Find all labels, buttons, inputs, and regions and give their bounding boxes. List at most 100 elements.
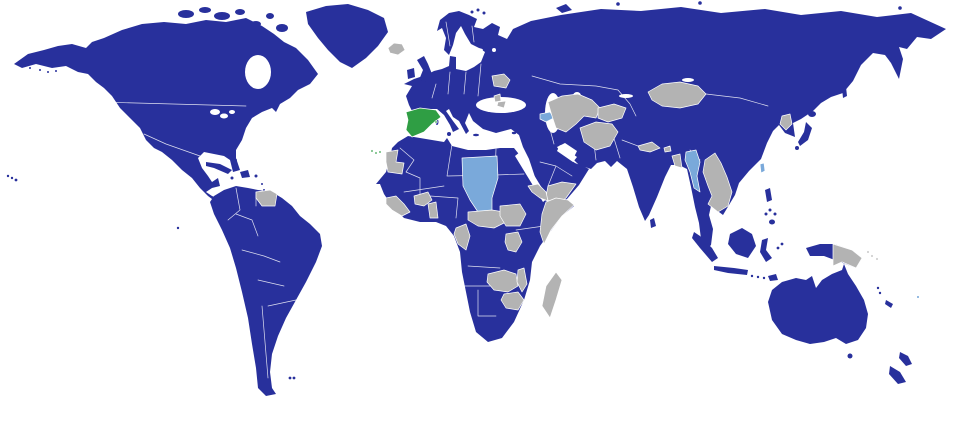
region-solomon-islands — [866, 250, 879, 261]
sumatra — [692, 232, 718, 262]
falklands — [292, 376, 296, 380]
lesser-sunda — [762, 276, 766, 280]
region-iceland — [387, 42, 406, 56]
region-kyrgyzstan-tajikistan — [597, 103, 627, 123]
svalbard — [470, 10, 474, 14]
hawaii — [6, 174, 10, 178]
region-indonesia — [692, 228, 784, 281]
wrangel-island — [898, 6, 902, 10]
region-zambia — [486, 269, 519, 293]
region-canary-islands — [378, 150, 382, 154]
cyprus — [511, 131, 517, 135]
region-tasmania — [847, 353, 853, 359]
region-myanmar — [684, 149, 701, 193]
region-laos-vietnam-cambodia — [702, 152, 733, 213]
vanuatu — [876, 286, 880, 290]
hudson-bay — [245, 55, 271, 89]
solomon-island — [866, 250, 870, 254]
region-azerbaijan — [539, 111, 555, 123]
sicily — [447, 132, 451, 136]
vanuatu — [878, 291, 882, 295]
region-canary-islands — [370, 149, 374, 153]
svalbard — [482, 11, 486, 15]
jamaica — [230, 176, 234, 180]
region-japan — [795, 111, 816, 150]
solomon-island — [870, 254, 874, 258]
region-bangladesh — [671, 153, 683, 169]
hainan — [736, 176, 740, 180]
region-guinea-sierra-leone-liberia — [385, 195, 411, 217]
lesser-sunda — [756, 275, 760, 279]
baffin-island — [276, 24, 288, 32]
arctic-island — [266, 13, 274, 19]
arctic-island — [251, 21, 261, 27]
region-pacific-islands — [6, 67, 893, 380]
aleutian — [29, 67, 31, 69]
baltic-sea — [459, 47, 469, 69]
great-lakes — [220, 113, 228, 119]
borneo — [728, 228, 756, 258]
new-caledonia — [885, 300, 893, 308]
bahamas — [235, 159, 237, 161]
bahamas — [231, 155, 233, 157]
region-north-korea — [779, 113, 793, 131]
region-zimbabwe — [500, 291, 525, 311]
region-australia — [768, 264, 868, 344]
region-papua-new-guinea — [832, 243, 863, 269]
great-lakes — [210, 109, 220, 115]
ireland — [407, 68, 415, 79]
region-somalia — [539, 197, 575, 245]
arctic-island — [214, 12, 230, 20]
arctic-island — [235, 9, 245, 15]
region-british-isles — [407, 56, 432, 82]
solomon-island — [875, 257, 879, 261]
mindanao — [769, 219, 775, 225]
region-bhutan — [663, 145, 672, 153]
region-nepal — [637, 141, 661, 153]
region-arctic-islands — [470, 1, 902, 15]
cuba — [206, 162, 232, 174]
lake-balkhash — [619, 94, 633, 98]
region-guyana-suriname — [255, 189, 278, 207]
gulf-of-finland — [471, 48, 483, 52]
region-togo-benin — [427, 201, 439, 219]
nz-north-island — [899, 352, 912, 366]
honshu — [798, 122, 812, 146]
region-south-sudan — [499, 203, 527, 227]
hispaniola — [240, 170, 250, 178]
aleutian — [39, 69, 41, 71]
region-sri-lanka — [650, 218, 656, 228]
philippine-island — [773, 212, 777, 216]
region-mongolia — [647, 81, 707, 109]
region-moldova — [493, 93, 502, 103]
region-spain — [405, 107, 442, 138]
region-north-america — [14, 18, 318, 222]
java — [714, 266, 748, 275]
crete — [473, 133, 479, 137]
region-new-zealand — [889, 352, 912, 384]
timor — [768, 274, 778, 281]
great-britain — [417, 56, 432, 82]
arctic-island — [698, 1, 702, 5]
lesser-antilles — [261, 183, 263, 185]
region-canadian-arctic-islands — [178, 7, 288, 32]
region-madagascar — [541, 271, 563, 319]
kyushu — [795, 146, 799, 150]
region-sakhalin — [841, 78, 847, 98]
region-greenland — [306, 4, 388, 68]
region-south-america — [210, 186, 322, 396]
novaya-zemlya — [556, 4, 572, 13]
landmasses — [6, 1, 946, 396]
region-turkmenistan-uzbekistan — [547, 93, 601, 133]
region-balearic-islands — [434, 120, 438, 124]
region-burkina-faso — [413, 191, 433, 207]
region-crimea — [496, 100, 507, 109]
philippine-island — [768, 208, 772, 212]
region-central-african-republic — [467, 209, 507, 229]
region-fiji — [916, 295, 920, 299]
falklands — [288, 376, 292, 380]
region-congo — [453, 223, 471, 251]
region-western-sahara — [385, 149, 405, 175]
